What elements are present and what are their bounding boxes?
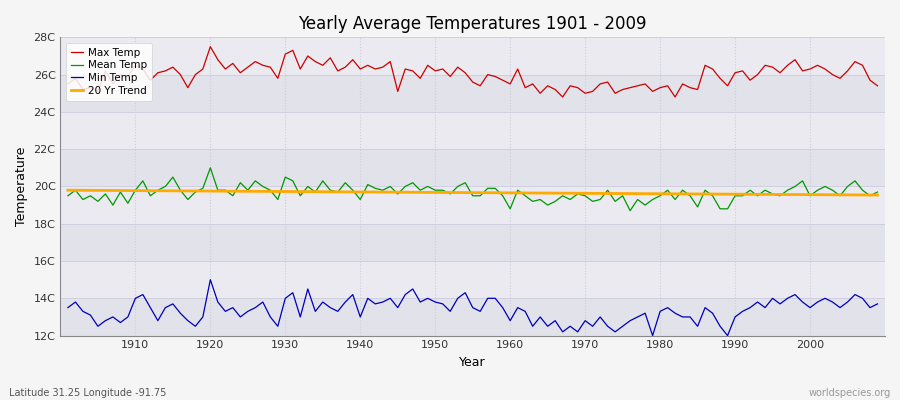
Mean Temp xyxy=(602,188,613,192)
Max Temp xyxy=(340,65,351,70)
Mean Temp xyxy=(512,188,523,192)
Max Temp xyxy=(609,91,620,96)
20 Yr Trend xyxy=(872,193,883,198)
Min Temp xyxy=(205,277,216,282)
Bar xyxy=(60,75,885,112)
Mean Temp xyxy=(62,193,73,198)
Min Temp xyxy=(872,302,883,306)
Max Temp xyxy=(512,67,523,72)
Min Temp xyxy=(512,305,523,310)
Min Temp xyxy=(340,300,351,304)
Mean Temp xyxy=(872,190,883,194)
20 Yr Trend xyxy=(62,188,73,193)
Bar xyxy=(60,37,885,75)
Y-axis label: Temperature: Temperature xyxy=(15,147,28,226)
Max Temp xyxy=(557,94,568,99)
Max Temp xyxy=(122,74,133,79)
Max Temp xyxy=(505,82,516,86)
Line: Mean Temp: Mean Temp xyxy=(68,168,878,211)
20 Yr Trend xyxy=(287,189,298,194)
Bar xyxy=(60,224,885,261)
Max Temp xyxy=(872,83,883,88)
Max Temp xyxy=(62,82,73,86)
Bar xyxy=(60,298,885,336)
Min Temp xyxy=(62,305,73,310)
Mean Temp xyxy=(122,201,133,206)
20 Yr Trend xyxy=(332,190,343,194)
20 Yr Trend xyxy=(122,188,133,193)
20 Yr Trend xyxy=(498,190,508,195)
Text: worldspecies.org: worldspecies.org xyxy=(809,388,891,398)
Bar xyxy=(60,186,885,224)
Min Temp xyxy=(122,314,133,319)
20 Yr Trend xyxy=(595,191,606,196)
Mean Temp xyxy=(625,208,635,213)
Line: Max Temp: Max Temp xyxy=(68,47,878,97)
Bar xyxy=(60,261,885,298)
X-axis label: Year: Year xyxy=(459,356,486,369)
Mean Temp xyxy=(505,206,516,211)
Min Temp xyxy=(295,314,306,319)
Max Temp xyxy=(205,44,216,49)
Bar xyxy=(60,112,885,149)
Min Temp xyxy=(505,318,516,323)
Mean Temp xyxy=(205,166,216,170)
Min Temp xyxy=(647,333,658,338)
Legend: Max Temp, Mean Temp, Min Temp, 20 Yr Trend: Max Temp, Mean Temp, Min Temp, 20 Yr Tre… xyxy=(66,42,152,101)
Mean Temp xyxy=(340,180,351,185)
Text: Latitude 31.25 Longitude -91.75: Latitude 31.25 Longitude -91.75 xyxy=(9,388,166,398)
Title: Yearly Average Temperatures 1901 - 2009: Yearly Average Temperatures 1901 - 2009 xyxy=(299,15,647,33)
Line: Min Temp: Min Temp xyxy=(68,280,878,336)
Max Temp xyxy=(295,67,306,72)
Line: 20 Yr Trend: 20 Yr Trend xyxy=(68,190,878,195)
20 Yr Trend xyxy=(505,190,516,195)
Bar xyxy=(60,149,885,186)
Min Temp xyxy=(602,324,613,329)
Mean Temp xyxy=(295,193,306,198)
